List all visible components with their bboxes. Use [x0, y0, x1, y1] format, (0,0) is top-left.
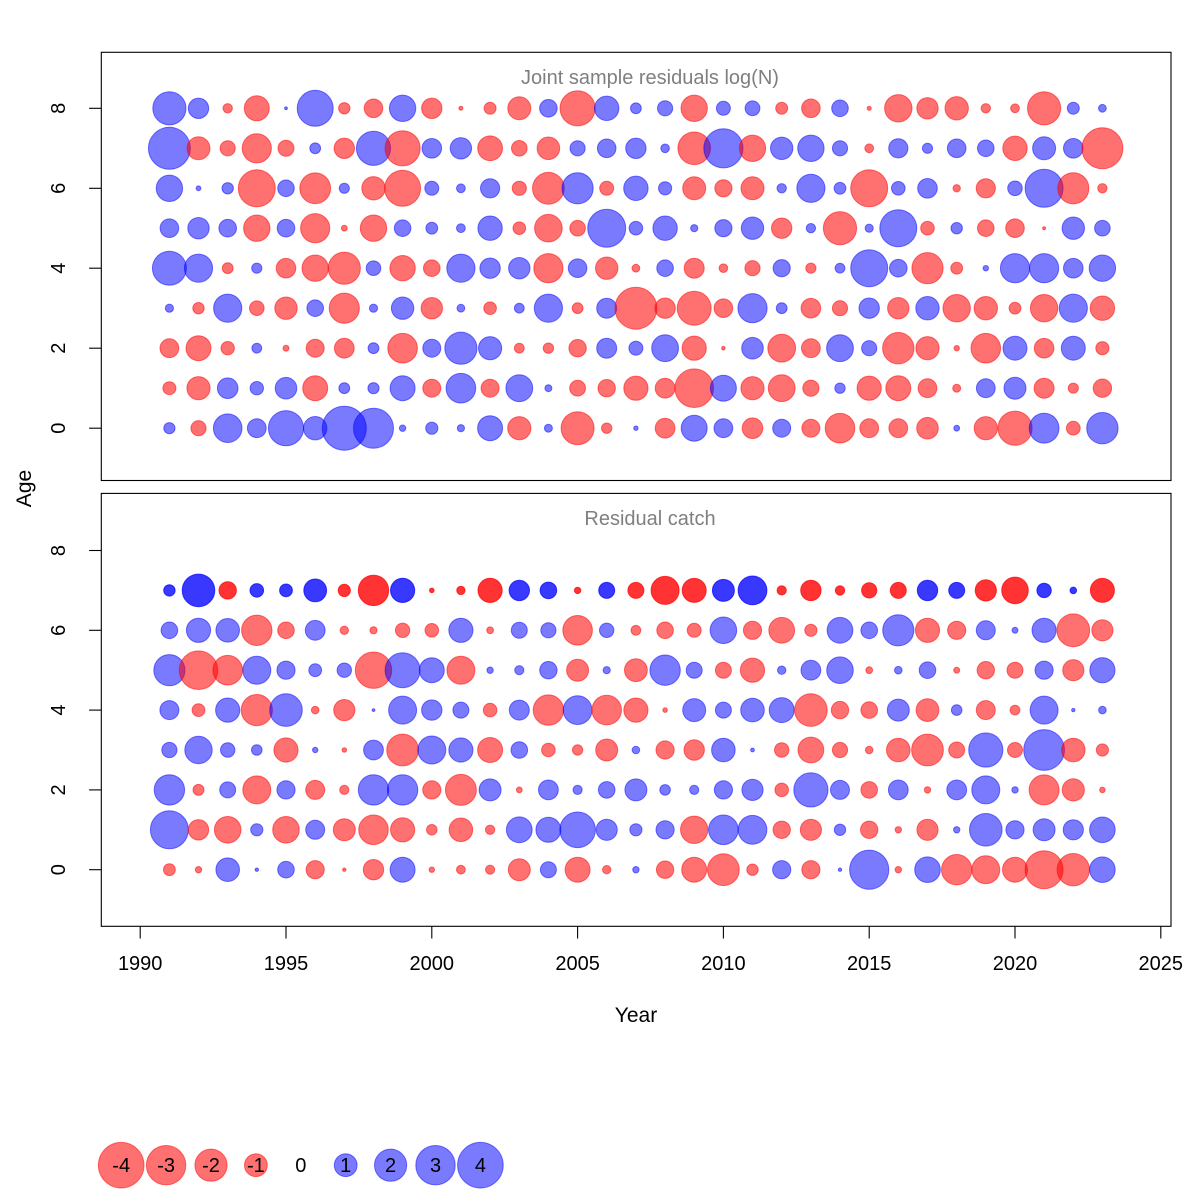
svg-text:4: 4 — [475, 1155, 486, 1177]
svg-text:-2: -2 — [202, 1155, 220, 1177]
svg-text:2025: 2025 — [1139, 953, 1184, 975]
svg-text:1990: 1990 — [118, 953, 163, 975]
svg-text:Joint sample residuals log(N): Joint sample residuals log(N) — [521, 67, 779, 89]
svg-text:4: 4 — [48, 263, 70, 274]
svg-text:2000: 2000 — [410, 953, 455, 975]
svg-text:2: 2 — [48, 784, 70, 795]
svg-text:2015: 2015 — [847, 953, 892, 975]
svg-text:2: 2 — [385, 1155, 396, 1177]
svg-text:6: 6 — [48, 183, 70, 194]
svg-text:2020: 2020 — [993, 953, 1038, 975]
svg-text:1: 1 — [340, 1155, 351, 1177]
svg-text:3: 3 — [430, 1155, 441, 1177]
svg-text:0: 0 — [295, 1155, 306, 1177]
svg-text:6: 6 — [48, 625, 70, 636]
svg-text:8: 8 — [48, 103, 70, 114]
svg-text:-1: -1 — [247, 1155, 265, 1177]
svg-text:1995: 1995 — [264, 953, 309, 975]
svg-text:Year: Year — [615, 1004, 657, 1027]
svg-text:-3: -3 — [157, 1155, 175, 1177]
svg-text:-4: -4 — [112, 1155, 130, 1177]
svg-text:2010: 2010 — [701, 953, 746, 975]
svg-text:2: 2 — [48, 343, 70, 354]
svg-text:0: 0 — [48, 864, 70, 875]
svg-text:0: 0 — [48, 423, 70, 434]
svg-text:4: 4 — [48, 705, 70, 716]
svg-text:Age: Age — [13, 470, 36, 507]
svg-text:2005: 2005 — [555, 953, 600, 975]
svg-text:8: 8 — [48, 545, 70, 556]
svg-text:Residual catch: Residual catch — [584, 508, 715, 530]
